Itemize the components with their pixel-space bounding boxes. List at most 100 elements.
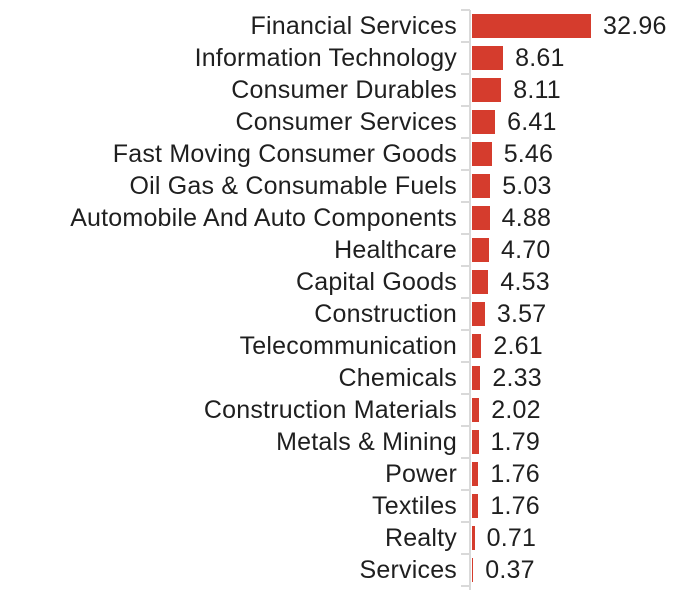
category-label: Telecommunication — [239, 331, 457, 360]
value-label: 5.46 — [503, 139, 554, 168]
plot-area: 4.70 — [470, 234, 691, 266]
y-axis-line — [469, 10, 471, 590]
value-label: 8.11 — [513, 75, 561, 104]
axis-tick — [461, 553, 470, 555]
plot-area: 0.71 — [470, 522, 691, 554]
category-label: Healthcare — [334, 235, 457, 264]
axis-tick — [461, 521, 470, 523]
value-label: 0.71 — [486, 523, 537, 552]
bar-row: Services 0.37 — [0, 554, 691, 586]
value-label: 4.88 — [501, 203, 552, 232]
value-label: 2.33 — [492, 363, 542, 392]
bar-row: Oil Gas & Consumable Fuels 5.03 — [0, 170, 691, 202]
axis-tick — [461, 393, 470, 395]
bar-row: Chemicals 2.33 — [0, 362, 691, 394]
plot-area: 8.61 — [470, 42, 691, 74]
axis-tick — [461, 9, 470, 11]
axis-tick — [461, 265, 470, 267]
value-label: 4.70 — [501, 235, 551, 264]
category-label: Consumer Services — [235, 107, 457, 136]
category-label: Financial Services — [250, 11, 457, 40]
plot-area: 3.57 — [470, 298, 691, 330]
plot-area: 2.61 — [470, 330, 691, 362]
axis-tick — [461, 489, 470, 491]
plot-area: 2.02 — [470, 394, 691, 426]
bar — [472, 398, 480, 422]
value-label: 0.37 — [485, 555, 535, 584]
axis-tick — [461, 137, 470, 139]
axis-tick — [461, 329, 470, 331]
value-label: 5.03 — [502, 171, 552, 200]
plot-area: 32.96 — [470, 10, 691, 42]
plot-area: 1.76 — [470, 458, 691, 490]
bar — [472, 526, 475, 550]
axis-tick — [461, 361, 470, 363]
plot-area: 5.03 — [470, 170, 691, 202]
category-label: Chemicals — [338, 363, 457, 392]
plot-area: 0.37 — [470, 554, 691, 586]
bar-row: Automobile And Auto Components 4.88 — [0, 202, 691, 234]
category-label: Oil Gas & Consumable Fuels — [129, 171, 457, 200]
bar — [472, 270, 489, 294]
category-label: Consumer Durables — [231, 75, 457, 104]
category-label: Power — [385, 459, 457, 488]
category-label: Capital Goods — [295, 267, 457, 296]
bar-row: Construction 3.57 — [0, 298, 691, 330]
plot-area: 4.88 — [470, 202, 691, 234]
value-label: 2.02 — [491, 395, 541, 424]
bar-row: Consumer Durables 8.11 — [0, 74, 691, 106]
bar — [472, 430, 479, 454]
axis-tick — [461, 105, 470, 107]
value-label: 8.61 — [515, 43, 565, 72]
bar — [472, 206, 490, 230]
value-label: 32.96 — [603, 11, 667, 40]
value-label: 1.79 — [490, 427, 540, 456]
bar — [472, 174, 491, 198]
category-label: Textiles — [372, 491, 457, 520]
category-label: Metals & Mining — [276, 427, 457, 456]
plot-area: 2.33 — [470, 362, 691, 394]
bar-row: Telecommunication 2.61 — [0, 330, 691, 362]
bar-row: Financial Services 32.96 — [0, 10, 691, 42]
category-label: Construction Materials — [203, 395, 457, 424]
plot-area: 8.11 — [470, 74, 691, 106]
axis-tick — [461, 41, 470, 43]
bar — [472, 78, 502, 102]
category-label: Construction — [314, 299, 457, 328]
axis-tick — [461, 169, 470, 171]
bar-row: Metals & Mining 1.79 — [0, 426, 691, 458]
value-label: 1.76 — [490, 491, 540, 520]
bar-row: Construction Materials 2.02 — [0, 394, 691, 426]
axis-tick — [461, 201, 470, 203]
plot-area: 5.46 — [470, 138, 691, 170]
bar-row: Power 1.76 — [0, 458, 691, 490]
axis-tick — [461, 233, 470, 235]
value-label: 2.61 — [493, 331, 543, 360]
bar-row: Consumer Services 6.41 — [0, 106, 691, 138]
bar-row: Fast Moving Consumer Goods 5.46 — [0, 138, 691, 170]
axis-tick — [461, 73, 470, 75]
bar — [472, 14, 591, 38]
plot-area: 1.79 — [470, 426, 691, 458]
category-label: Automobile And Auto Components — [70, 203, 457, 232]
bar — [472, 238, 489, 262]
bar — [472, 302, 485, 326]
bar — [472, 142, 492, 166]
category-label: Fast Moving Consumer Goods — [112, 139, 457, 168]
bar-row: Capital Goods 4.53 — [0, 266, 691, 298]
plot-area: 6.41 — [470, 106, 691, 138]
value-label: 1.76 — [490, 459, 540, 488]
value-label: 6.41 — [507, 107, 557, 136]
category-label: Information Technology — [194, 43, 457, 72]
bar — [472, 494, 479, 518]
axis-tick — [461, 297, 470, 299]
bar — [472, 462, 479, 486]
bar-row: Healthcare 4.70 — [0, 234, 691, 266]
bar-rows: Financial Services 32.96 Information Techn… — [0, 10, 691, 586]
bar — [472, 46, 504, 70]
axis-tick — [461, 425, 470, 427]
axis-tick — [461, 457, 470, 459]
bar-row: Information Technology 8.61 — [0, 42, 691, 74]
axis-tick — [461, 585, 470, 587]
